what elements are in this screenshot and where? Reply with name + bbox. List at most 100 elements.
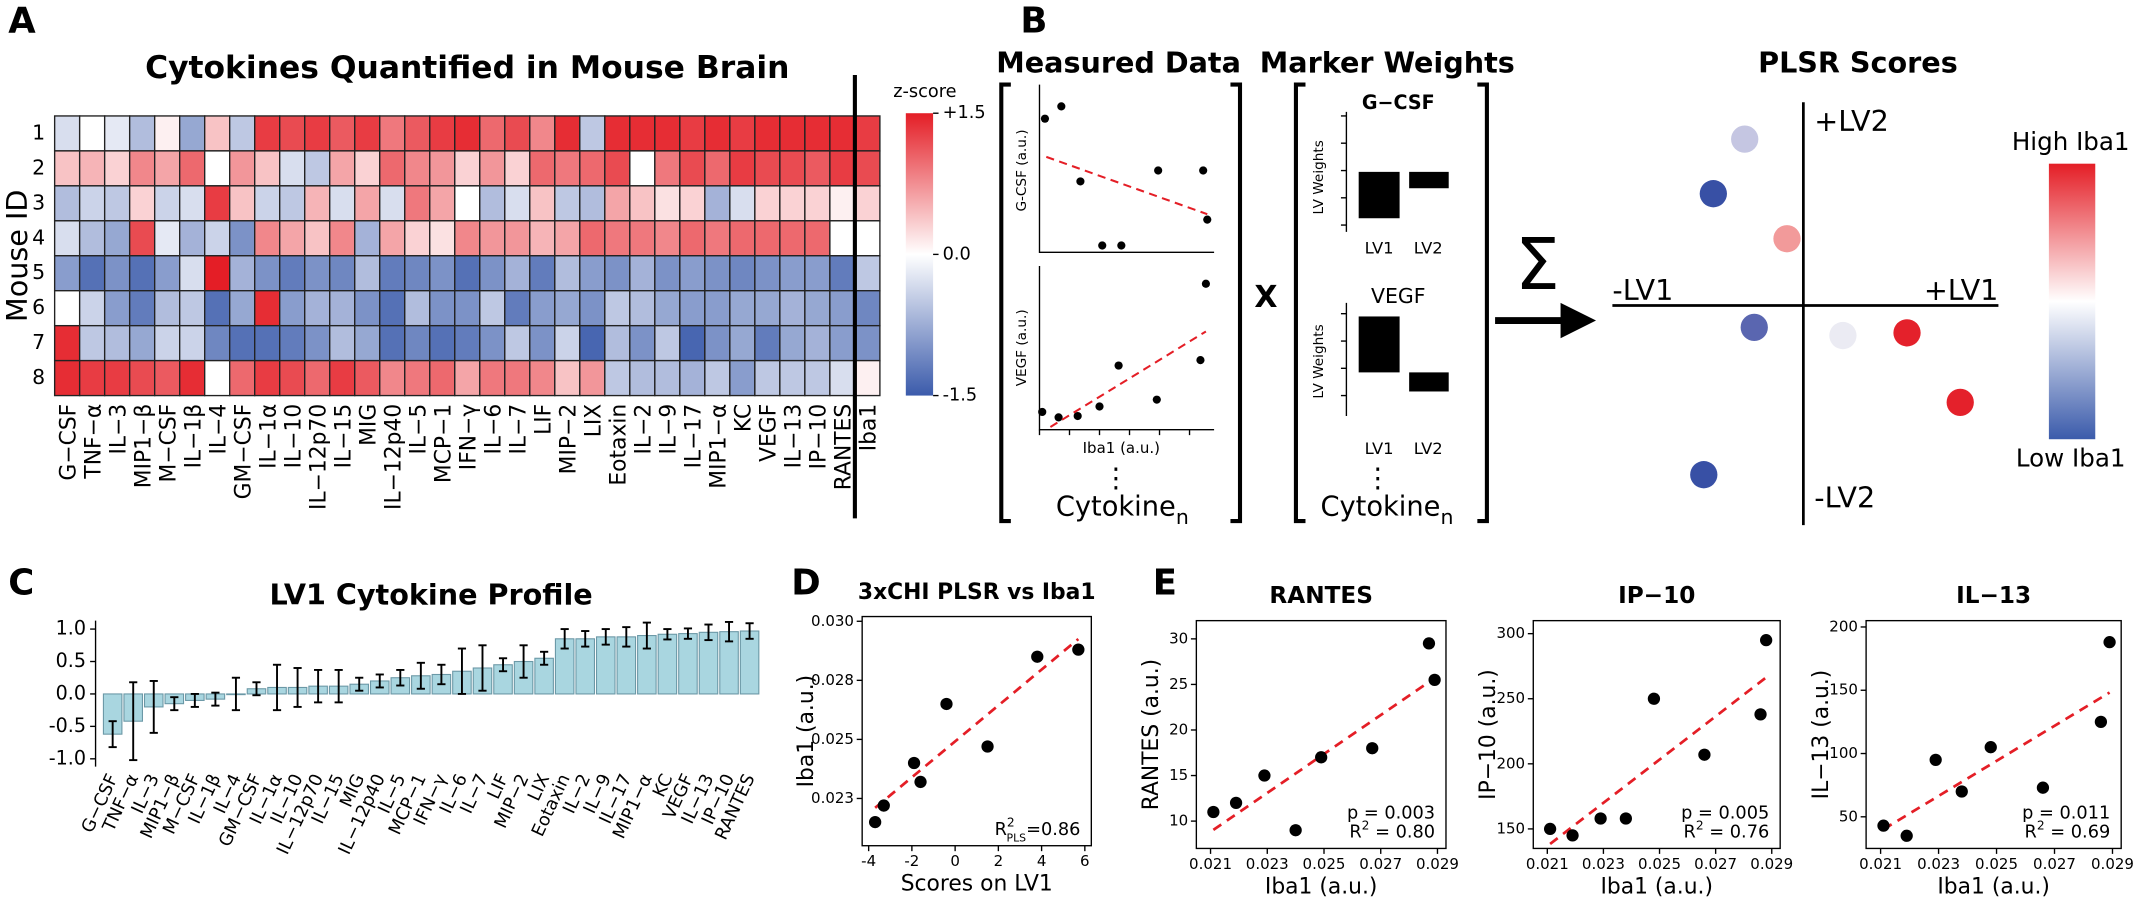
heatmap-cell	[854, 150, 881, 187]
heatmap-cell	[379, 220, 406, 257]
cytokine-label: Cytokine	[1056, 492, 1176, 523]
heatmap-cell	[504, 359, 531, 397]
weight-label: LV2	[1414, 239, 1443, 258]
mini-fit	[1045, 155, 1208, 428]
column-label: IL−2	[632, 404, 657, 455]
column-label: TNF−α	[81, 404, 106, 480]
heatmap-cell	[579, 115, 606, 152]
fit-line	[1549, 676, 1767, 846]
heatmap-cell	[103, 255, 131, 292]
heatmap-cell	[504, 324, 531, 362]
x-tick-label: 0.027	[2033, 855, 2076, 873]
heatmap-cell	[604, 359, 631, 397]
heatmap-cell	[854, 220, 881, 257]
heatmap-cell	[78, 359, 106, 397]
column-label: IL−15	[331, 404, 356, 469]
heatmap-cell	[229, 220, 256, 257]
point	[1900, 829, 1913, 842]
heatmap-cell	[179, 290, 206, 327]
heatmap-cell	[854, 185, 881, 222]
heatmap-cell	[679, 115, 706, 152]
heatmap-cell	[454, 220, 481, 257]
heatmap-cell	[229, 324, 256, 362]
heatmap-cell	[829, 220, 856, 257]
heatmap-cell	[729, 324, 756, 362]
y-axis-title: IP−10 (a.u.)	[1476, 669, 1501, 800]
heatmap-cell	[529, 290, 556, 327]
heatmap-cell	[128, 115, 156, 152]
weight-label: LV1	[1365, 439, 1394, 458]
heatmap-cell	[829, 255, 856, 292]
point	[868, 815, 882, 829]
mini-tick	[1038, 429, 1191, 436]
heatmap-cell	[729, 185, 756, 222]
heatmap-cell	[179, 359, 206, 397]
column-label: IL−1α	[256, 404, 281, 469]
row-label: 1	[32, 120, 45, 144]
stat-sup: 2	[1696, 818, 1704, 832]
heatmap-cell	[804, 324, 831, 362]
heatmap-cell	[604, 115, 631, 152]
column-label: LIX	[581, 404, 606, 438]
heatmap-cell	[254, 185, 281, 222]
heatmap-cell	[629, 290, 656, 327]
heatmap-cell	[304, 255, 331, 292]
heatmap-cell	[304, 324, 331, 362]
heatmap-cell	[579, 324, 606, 362]
heatmap-cell	[654, 324, 681, 362]
heatmap-cell	[304, 290, 331, 327]
heatmap-cell	[579, 220, 606, 257]
column-label: M−CSF	[156, 404, 181, 483]
heatmap-cell	[304, 115, 331, 152]
heatmap-cell	[554, 150, 581, 187]
heatmap-cell	[103, 290, 131, 327]
heatmap-cell	[779, 255, 806, 292]
heatmap-cell	[454, 359, 481, 397]
heatmap-cell	[329, 150, 356, 187]
heatmap-cell	[128, 290, 156, 327]
heatmap-cell	[229, 255, 256, 292]
heatmap-cell	[754, 290, 781, 327]
x-tick-label: -4	[861, 852, 876, 870]
heatmap-cell	[254, 150, 281, 187]
heatmap-cell	[529, 255, 556, 292]
heatmap-cell	[629, 255, 656, 292]
point	[940, 697, 953, 711]
heatmap-cell	[454, 290, 481, 327]
heatmap-cell	[829, 150, 856, 187]
heatmap-cell	[204, 255, 231, 292]
stat-sup: 2	[1362, 818, 1370, 832]
y-tick-label: 0.0	[56, 681, 86, 704]
point	[1258, 769, 1271, 782]
heatmap-cell	[379, 290, 406, 327]
point	[1647, 692, 1661, 705]
y-tick-label: 50	[1839, 807, 1858, 825]
heatmap-cell	[329, 359, 356, 397]
heatmap-cell	[804, 290, 831, 327]
stat: R2 = 0.80	[1349, 818, 1435, 842]
heatmap-cell	[204, 185, 231, 222]
bar	[678, 633, 698, 695]
ellipsis: ⋮	[1102, 463, 1129, 494]
sum-sign: Σ	[1515, 223, 1560, 306]
heatmap-cell	[128, 220, 156, 257]
column-label: GM−CSF	[231, 404, 256, 500]
stat-rest: = 0.69	[2045, 823, 2111, 843]
stat-base: R	[1349, 823, 1361, 843]
heatmap-cell	[153, 220, 181, 257]
column-label: IL−1β	[181, 404, 206, 469]
column-label: IL−10	[281, 404, 306, 469]
heatmap-cell	[654, 359, 681, 397]
heatmap-cell	[429, 255, 456, 292]
y-tick-label: 200	[1496, 754, 1525, 772]
heatmap-cell	[254, 115, 281, 152]
heatmap-cell	[229, 115, 256, 152]
heatmap-cell	[103, 115, 131, 152]
heatmap-cell	[404, 359, 431, 397]
heatmap-cell	[554, 290, 581, 327]
bracket	[999, 82, 1243, 524]
chart-title: RANTES	[1269, 582, 1373, 609]
x-tick-label: 0.029	[2091, 855, 2134, 873]
plot-frame	[1865, 619, 2122, 850]
heatmap-cell	[554, 185, 581, 222]
